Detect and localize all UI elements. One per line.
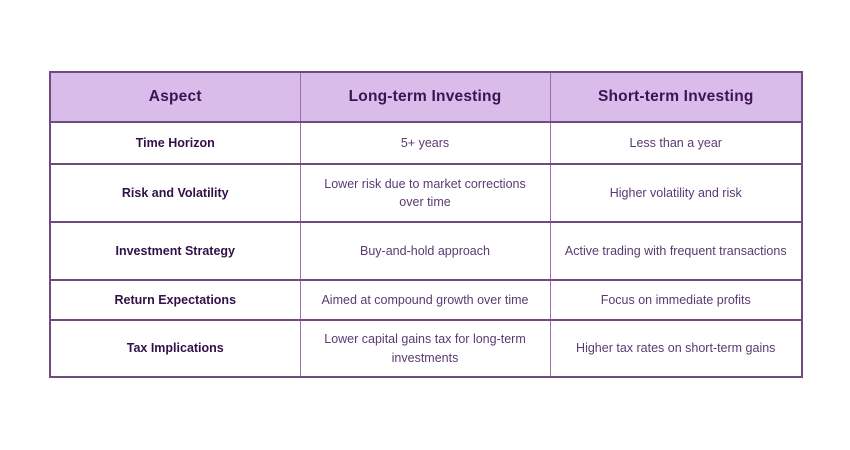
short-term-cell: Higher tax rates on short-term gains	[549, 319, 803, 378]
aspect-cell: Time Horizon	[49, 121, 301, 165]
aspect-cell: Tax Implications	[49, 319, 301, 378]
header-cell-short-term-investing: Short-term Investing	[549, 71, 803, 123]
table-row: Return Expectations Aimed at compound gro…	[49, 279, 803, 321]
table-row: Investment Strategy Buy-and-hold approach…	[49, 221, 803, 281]
aspect-cell: Return Expectations	[49, 279, 301, 321]
short-term-cell: Less than a year	[549, 121, 803, 165]
long-term-cell: Lower risk due to market corrections ove…	[299, 163, 551, 223]
header-cell-aspect: Aspect	[49, 71, 301, 123]
comparison-table: Aspect Long-term Investing Short-term In…	[49, 71, 803, 378]
table-row: Risk and Volatility Lower risk due to mar…	[49, 163, 803, 223]
long-term-cell: 5+ years	[299, 121, 551, 165]
table-header-row: Aspect Long-term Investing Short-term In…	[49, 71, 803, 123]
short-term-cell: Active trading with frequent transaction…	[549, 221, 803, 281]
aspect-cell: Risk and Volatility	[49, 163, 301, 223]
header-cell-long-term-investing: Long-term Investing	[299, 71, 551, 123]
long-term-cell: Buy-and-hold approach	[299, 221, 551, 281]
short-term-cell: Focus on immediate profits	[549, 279, 803, 321]
table-row: Tax Implications Lower capital gains tax …	[49, 319, 803, 378]
long-term-cell: Lower capital gains tax for long-term in…	[299, 319, 551, 378]
table-row: Time Horizon 5+ years Less than a year	[49, 121, 803, 165]
long-term-cell: Aimed at compound growth over time	[299, 279, 551, 321]
investing-comparison-table: Aspect Long-term Investing Short-term In…	[49, 71, 803, 378]
short-term-cell: Higher volatility and risk	[549, 163, 803, 223]
aspect-cell: Investment Strategy	[49, 221, 301, 281]
